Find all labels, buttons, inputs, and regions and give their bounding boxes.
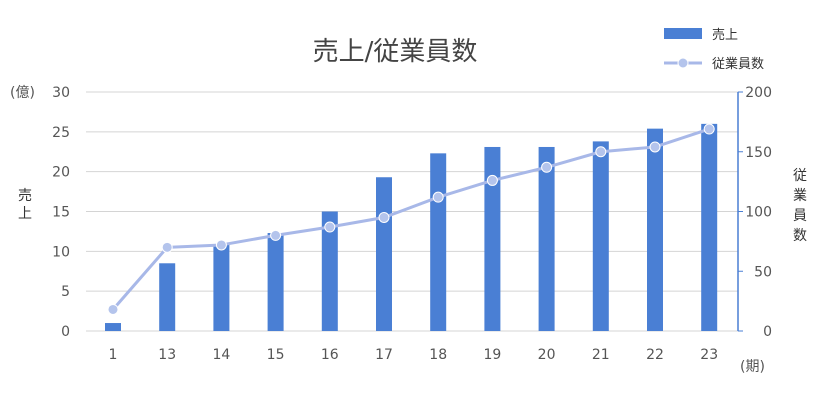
bar-17: [376, 177, 392, 331]
bar-19: [484, 146, 501, 331]
x-tick-1: 1: [109, 347, 118, 363]
y-left-tick-0: 0: [61, 324, 70, 340]
employees-point-16: [324, 221, 336, 233]
bar-14: [213, 244, 230, 331]
legend-bar-label: 売上: [712, 27, 738, 43]
y-right-tick-50: 50: [754, 264, 772, 280]
y-right-tick-150: 150: [745, 145, 772, 161]
employees-point-19: [486, 174, 498, 186]
bar-16: [321, 211, 338, 331]
y-left-tick-20: 20: [52, 165, 70, 181]
bar-21: [592, 141, 609, 331]
left-axis-label-char-0: 売: [18, 188, 32, 204]
x-tick-22: 22: [646, 347, 664, 363]
employees-point-22: [649, 141, 661, 153]
bar-20: [538, 146, 555, 331]
employees-point-21: [595, 146, 607, 158]
bar-13: [159, 263, 176, 331]
employees-line: [111, 127, 710, 311]
employees-point-23: [703, 123, 715, 135]
bar-15: [267, 233, 284, 331]
chart-title: 売上/従業員数: [313, 37, 478, 67]
left-axis-label: 売上: [18, 188, 32, 222]
bar-23: [701, 123, 718, 331]
legend-bar-swatch: [664, 28, 702, 39]
employees-point-17: [378, 211, 390, 223]
bar-series: [105, 123, 718, 331]
x-tick-19: 19: [483, 347, 501, 363]
y-right-tick-0: 0: [763, 324, 772, 340]
x-tick-15: 15: [267, 347, 285, 363]
y-right-tick-100: 100: [745, 205, 772, 221]
left-axis-unit: (億): [10, 85, 35, 101]
right-axis-label-char-1: 業: [793, 188, 807, 204]
x-tick-17: 17: [375, 347, 393, 363]
legend-line-label: 従業員数: [712, 56, 764, 72]
right-axis-label: 従業員数: [793, 168, 807, 244]
right-axis-label-char-2: 員: [793, 208, 807, 224]
bar-22: [647, 128, 663, 331]
y-left-tick-15: 15: [52, 205, 70, 221]
x-tick-20: 20: [538, 347, 556, 363]
x-axis-unit: (期): [740, 359, 765, 375]
right-axis-label-char-0: 従: [793, 168, 807, 184]
y-left-tick-25: 25: [52, 125, 70, 141]
employees-point-1: [107, 303, 119, 315]
bar-1: [105, 323, 121, 331]
x-tick-21: 21: [592, 347, 610, 363]
y-left-tick-5: 5: [61, 284, 70, 300]
employees-point-13: [161, 241, 173, 253]
y-left-tick-30: 30: [52, 85, 70, 101]
x-tick-18: 18: [429, 347, 447, 363]
line-series: [107, 123, 715, 315]
x-tick-13: 13: [158, 347, 176, 363]
legend-line-marker: [677, 57, 689, 69]
x-tick-14: 14: [212, 347, 230, 363]
left-axis-label-char-1: 上: [18, 206, 32, 222]
right-axis-label-char-3: 数: [793, 228, 807, 244]
x-tick-23: 23: [700, 347, 718, 363]
employees-point-14: [215, 239, 227, 251]
tick-labels: 0 5 10 15 20 25 30 0 50 100 150 200 1 13 14 15 16 17 18 19 2…: [52, 85, 772, 363]
y-right-tick-200: 200: [745, 85, 772, 101]
legend: 売上 従業員数: [664, 27, 764, 72]
bar-18: [430, 153, 447, 331]
employees-point-20: [541, 161, 553, 173]
y-left-tick-10: 10: [52, 244, 70, 260]
x-tick-16: 16: [321, 347, 339, 363]
employees-point-15: [270, 229, 282, 241]
gridlines: [86, 91, 738, 332]
employees-point-18: [432, 191, 444, 203]
